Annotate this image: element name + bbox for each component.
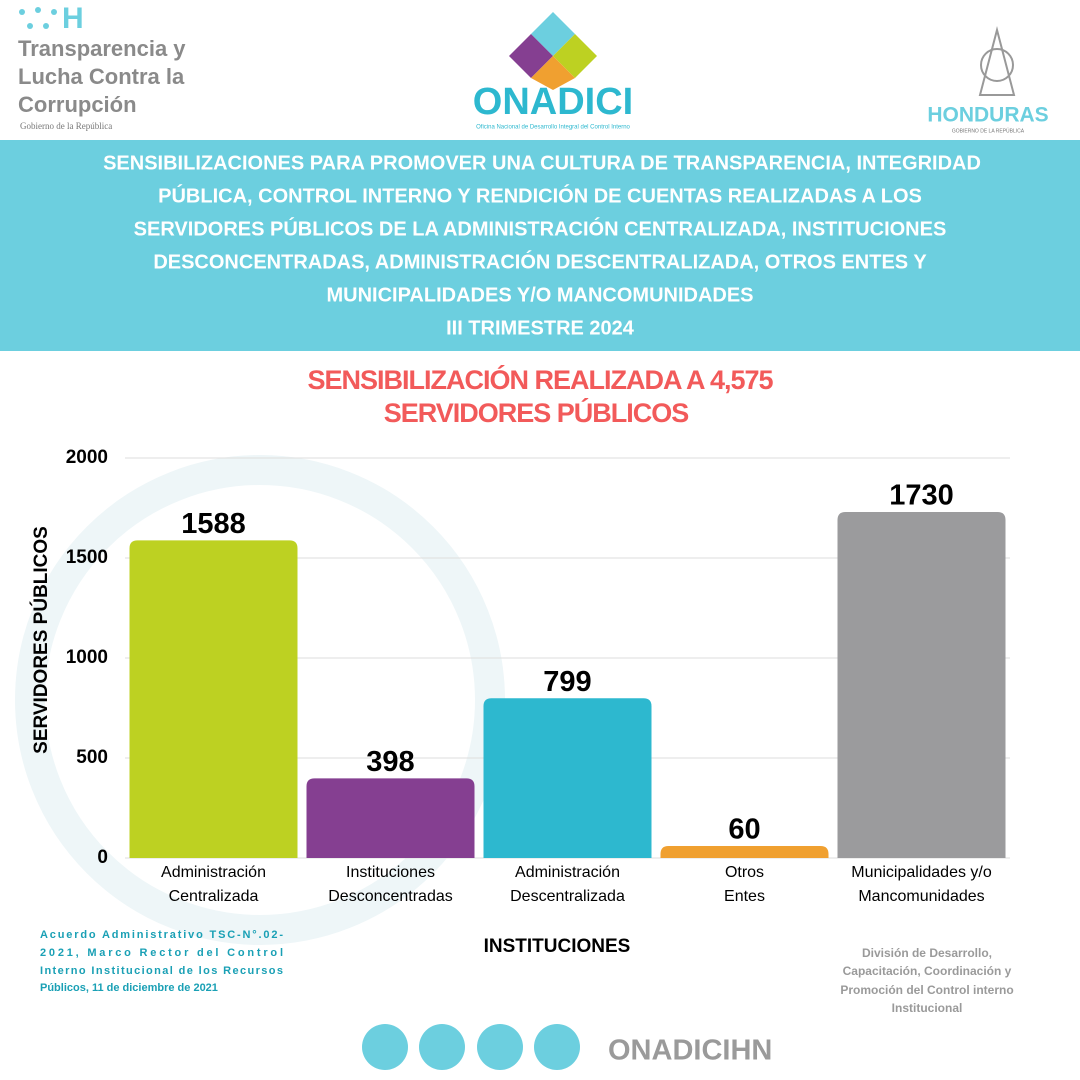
y-tick-label: 2000 (66, 447, 108, 468)
facebook-icon[interactable] (362, 1024, 408, 1070)
x-axis-label: INSTITUCIONES (484, 936, 631, 957)
x-tick-label: Instituciones (346, 864, 435, 881)
tiktok-icon[interactable] (534, 1024, 580, 1070)
logo-text: ONADICI (473, 81, 633, 123)
x-tick-label: Entes (724, 888, 765, 905)
bar (837, 512, 1006, 858)
svg-text:H: H (62, 2, 84, 35)
banner (0, 140, 1080, 351)
footer-note: Públicos, 11 de diciembre de 2021 (40, 982, 218, 994)
footer-credit: Institucional (892, 1001, 963, 1015)
bar (483, 698, 652, 858)
banner-line: MUNICIPALIDADES Y/O MANCOMUNIDADES (326, 284, 753, 306)
bar (660, 846, 829, 858)
banner-line: SERVIDORES PÚBLICOS DE LA ADMINISTRACIÓN… (134, 216, 947, 240)
chart-title: SENSIBILIZACIÓN REALIZADA A 4,575 (307, 364, 773, 395)
banner-line: PÚBLICA, CONTROL INTERNO Y RENDICIÓN DE … (158, 183, 922, 207)
footer-note: Interno Institucional de los Recursos (40, 965, 283, 977)
x-tick-label: Administración (515, 864, 620, 881)
logo-sub: GOBIERNO DE LA REPÚBLICA (952, 127, 1025, 134)
chart-title: SERVIDORES PÚBLICOS (384, 397, 689, 428)
x-tick-label: Administración (161, 864, 266, 881)
twitter-icon[interactable] (477, 1024, 523, 1070)
y-axis-label: SERVIDORES PÚBLICOS (30, 526, 52, 754)
y-tick-label: 1000 (66, 647, 108, 668)
value-label: 60 (728, 814, 760, 846)
stars: H (19, 2, 84, 35)
y-tick-label: 1500 (66, 547, 108, 568)
honduras-emblem (978, 26, 1016, 96)
instagram-icon[interactable] (419, 1024, 465, 1070)
banner-line: DESCONCENTRADAS, ADMINISTRACIÓN DESCENTR… (153, 249, 927, 273)
y-tick-label: 0 (97, 847, 108, 868)
bar (129, 540, 298, 858)
footer-credit: Capacitación, Coordinación y (843, 964, 1012, 978)
footer-credit: División de Desarrollo, (862, 946, 992, 960)
x-tick-label: Centralizada (169, 888, 259, 905)
value-label: 1730 (889, 480, 954, 512)
logo-text: Transparencia y (18, 36, 186, 61)
x-tick-label: Desconcentradas (328, 888, 453, 905)
banner-line: SENSIBILIZACIONES PARA PROMOVER UNA CULT… (103, 152, 981, 174)
value-label: 1588 (181, 508, 246, 540)
footer-note: Acuerdo Administrativo TSC-N°.02- (40, 929, 283, 941)
plot: 0 500 1000 1500 2000 Administración Centraliza… (66, 447, 1010, 905)
onadici-emblem (509, 12, 597, 90)
footer-note: 2021, Marco Rector del Control (40, 947, 283, 959)
logo-text: HONDURAS (927, 104, 1048, 127)
logo-text: Lucha Contra la (18, 64, 185, 89)
bar (306, 778, 475, 858)
value-label: 398 (366, 746, 414, 778)
banner-line: III TRIMESTRE 2024 (446, 317, 635, 339)
logo-sub: Gobierno de la República (20, 121, 112, 131)
logo-sub: Oficina Nacional de Desarrollo Integral … (476, 125, 630, 131)
x-tick-label: Descentralizada (510, 888, 625, 905)
y-tick-label: 500 (76, 747, 108, 768)
x-tick-label: Mancomunidades (858, 888, 984, 905)
value-label: 799 (543, 666, 591, 698)
footer-credit: Promoción del Control interno (840, 983, 1013, 997)
x-tick-label: Otros (725, 864, 764, 881)
logo-text: Corrupción (18, 92, 137, 117)
x-tick-label: Municipalidades y/o (851, 864, 992, 881)
social-handle: ONADICIHN (608, 1035, 772, 1067)
